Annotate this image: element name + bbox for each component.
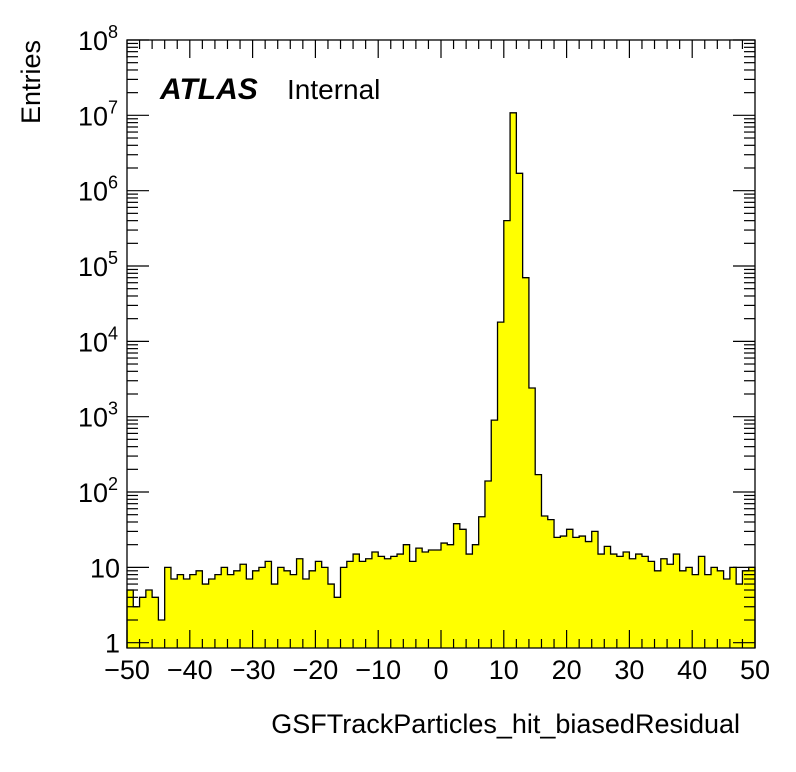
y-tick-label: 102 xyxy=(78,474,118,508)
x-tick-label: −30 xyxy=(230,655,276,685)
histogram-outline xyxy=(126,112,756,648)
x-tick-label: 40 xyxy=(677,655,707,685)
x-tick-label: 50 xyxy=(740,655,770,685)
y-tick-labels: 1 10 102 103 104 105 106 107 108 xyxy=(78,22,120,659)
x-tick-label: 0 xyxy=(433,655,448,685)
atlas-label: ATLAS xyxy=(159,73,258,106)
x-tick-label: −50 xyxy=(104,655,150,685)
x-tick-label: −10 xyxy=(355,655,401,685)
x-tick-labels: −50 −40 −30 −20 −10 0 10 20 30 40 50 xyxy=(104,655,770,685)
x-tick-label: −40 xyxy=(167,655,213,685)
y-tick-label: 104 xyxy=(78,323,118,357)
y-tick-label: 10 xyxy=(90,553,120,583)
x-tick-label: −20 xyxy=(292,655,338,685)
y-tick-label: 1 xyxy=(105,629,120,659)
y-tick-label: 108 xyxy=(78,22,118,56)
y-tick-label: 106 xyxy=(78,173,118,207)
y-axis-title: Entries xyxy=(16,40,46,124)
axis-ticks xyxy=(126,39,756,648)
y-tick-label: 105 xyxy=(78,248,118,282)
x-tick-label: 30 xyxy=(614,655,644,685)
x-tick-label: 10 xyxy=(489,655,519,685)
histogram-fill xyxy=(127,112,755,648)
internal-label: Internal xyxy=(287,74,380,105)
x-tick-label: 20 xyxy=(552,655,582,685)
y-tick-label: 107 xyxy=(78,97,118,131)
y-tick-label: 103 xyxy=(78,399,118,433)
x-axis-title: GSFTrackParticles_hit_biasedResidual xyxy=(271,709,740,739)
